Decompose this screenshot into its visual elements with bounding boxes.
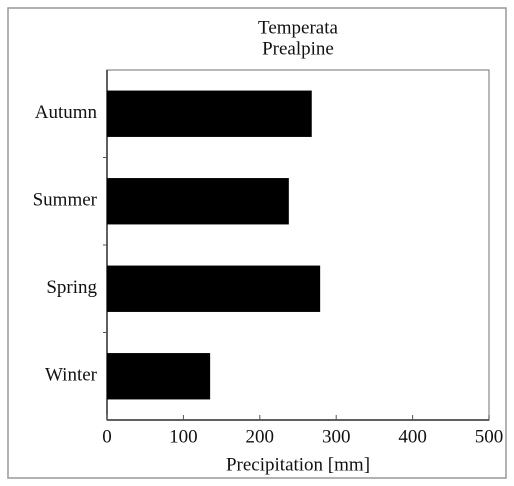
x-axis-label: Precipitation [mm] xyxy=(226,454,370,475)
x-tick-label: 0 xyxy=(102,426,112,447)
chart-title: Temperata xyxy=(258,17,338,38)
chart-subtitle: Prealpine xyxy=(262,38,334,59)
y-tick-label: Summer xyxy=(33,190,98,211)
y-tick-label: Winter xyxy=(45,365,98,386)
y-tick-label: Autumn xyxy=(35,102,98,123)
bar xyxy=(107,265,321,312)
y-tick-label: Spring xyxy=(46,277,97,298)
x-tick-label: 500 xyxy=(475,426,504,447)
x-tick-label: 200 xyxy=(246,426,275,447)
x-tick-label: 400 xyxy=(398,426,427,447)
bar xyxy=(107,90,312,137)
figure-frame xyxy=(7,7,507,479)
bar xyxy=(107,353,211,400)
x-tick-label: 300 xyxy=(322,426,351,447)
bar xyxy=(107,178,289,225)
x-tick-label: 100 xyxy=(169,426,198,447)
